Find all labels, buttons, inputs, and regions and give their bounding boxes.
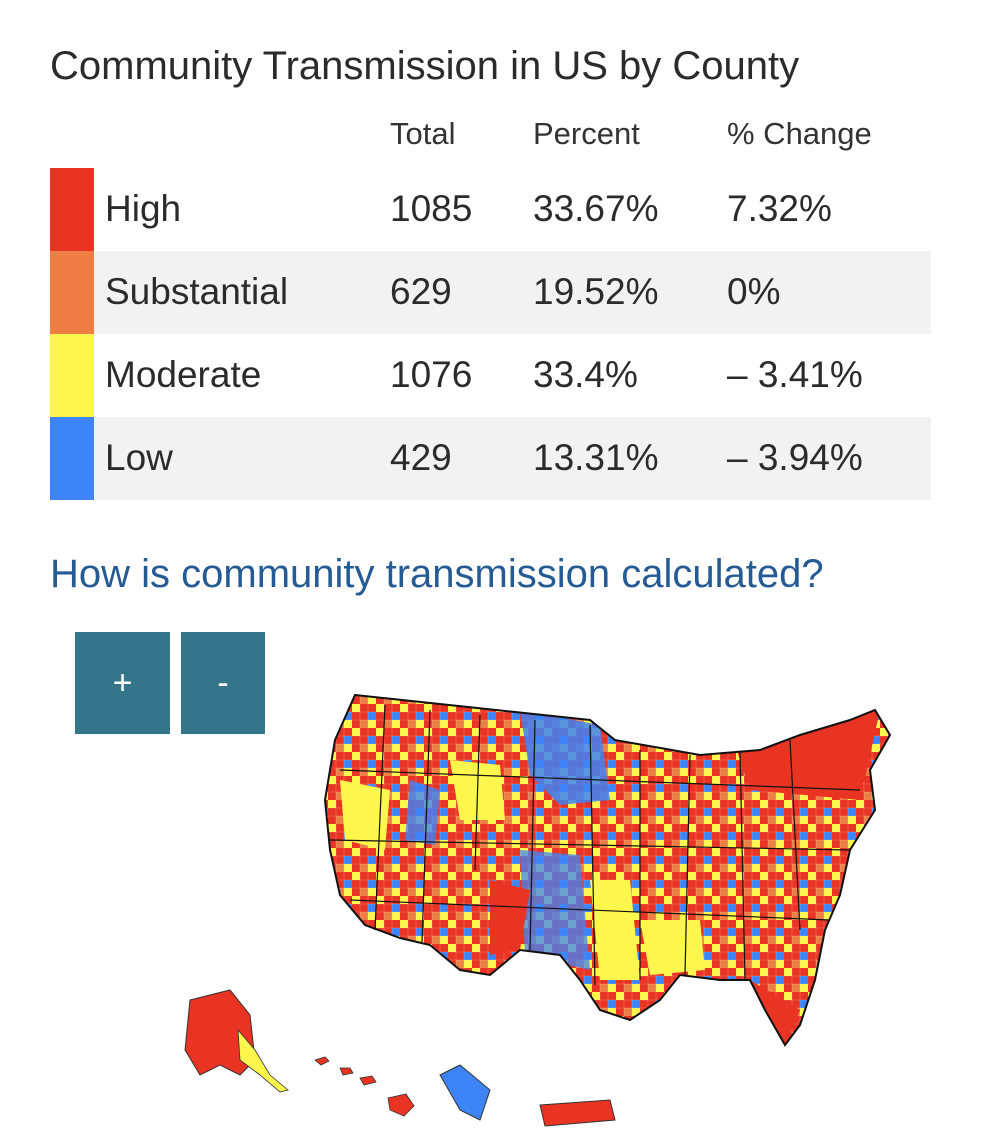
calculation-info-link[interactable]: How is community transmission calculated… — [50, 552, 824, 596]
table-row-moderate: Moderate 1076 33.4% – 3.41% — [50, 334, 931, 417]
low-color-swatch — [50, 417, 94, 500]
substantial-color-swatch — [50, 251, 94, 334]
high-color-swatch — [50, 168, 94, 251]
table-header: Total Percent % Change — [50, 108, 931, 168]
percent-value: 33.67% — [533, 188, 659, 229]
level-label: High — [105, 188, 182, 229]
level-label: Moderate — [105, 354, 262, 395]
puerto-rico — [539, 1099, 616, 1127]
transmission-table: Total Percent % Change High 1085 33.67% … — [50, 108, 931, 500]
change-value: – 3.41% — [727, 354, 863, 395]
table-row-low: Low 429 13.31% – 3.94% — [50, 417, 931, 500]
us-county-transmission-map[interactable] — [160, 680, 900, 1130]
state-borders — [329, 704, 861, 986]
zoom-in-button[interactable]: + — [75, 632, 170, 734]
territory-blue — [439, 1064, 491, 1121]
percent-value: 33.4% — [533, 354, 638, 395]
zoom-out-button[interactable]: - — [181, 632, 265, 734]
alaska — [184, 989, 256, 1076]
change-value: 7.32% — [727, 188, 832, 229]
percent-value: 19.52% — [533, 271, 659, 312]
contiguous-us-counties — [325, 695, 890, 1045]
hawaii — [314, 1056, 415, 1117]
level-label: Substantial — [105, 271, 289, 312]
total-value: 1076 — [390, 354, 473, 395]
us-outline — [323, 693, 892, 1047]
table-row-substantial: Substantial 629 19.52% 0% — [50, 251, 931, 334]
total-value: 1085 — [390, 188, 473, 229]
table-row-high: High 1085 33.67% 7.32% — [50, 168, 931, 251]
total-value: 629 — [390, 271, 452, 312]
change-value: 0% — [727, 271, 781, 312]
page-title: Community Transmission in US by County — [50, 44, 800, 88]
header-total: Total — [390, 116, 456, 151]
level-label: Low — [105, 437, 173, 478]
header-percent: Percent — [533, 116, 640, 151]
moderate-color-swatch — [50, 334, 94, 417]
total-value: 429 — [390, 437, 452, 478]
change-value: – 3.94% — [727, 437, 863, 478]
header-change: % Change — [727, 116, 872, 151]
percent-value: 13.31% — [533, 437, 659, 478]
